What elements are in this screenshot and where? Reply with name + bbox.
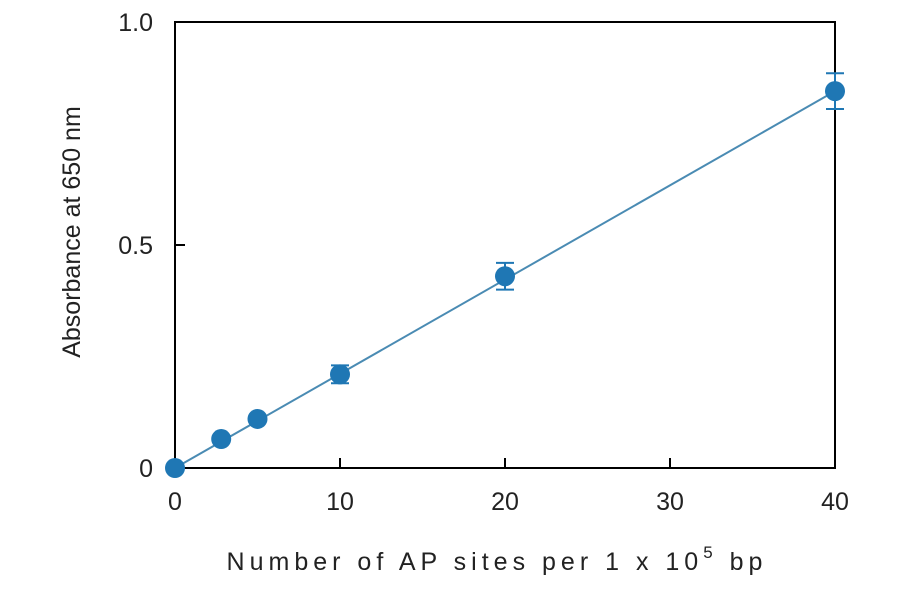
data-point bbox=[330, 364, 350, 385]
data-point bbox=[165, 458, 185, 478]
y-tick-label-0.5: 0.5 bbox=[118, 232, 153, 260]
x-tick-label-40: 40 bbox=[821, 488, 849, 516]
plot-frame bbox=[174, 21, 836, 469]
y-axis-title: Absorbance at 650 nm bbox=[58, 106, 86, 358]
data-point bbox=[495, 266, 515, 287]
plot-frame-group bbox=[174, 21, 836, 469]
x-tick-label-0: 0 bbox=[168, 488, 182, 516]
x-axis-title-suffix: bp bbox=[718, 548, 768, 576]
data-markers bbox=[165, 81, 845, 478]
tick-labels: 0 10 20 30 40 0 0.5 1.0 bbox=[118, 9, 849, 516]
y-tick-label-1.0: 1.0 bbox=[118, 9, 153, 37]
data-point bbox=[211, 429, 232, 450]
x-tick-label-20: 20 bbox=[491, 488, 519, 516]
x-axis-title-superscript: 5 bbox=[703, 543, 717, 562]
x-tick-label-30: 30 bbox=[656, 488, 684, 516]
x-tick-label-10: 10 bbox=[326, 488, 354, 516]
y-tick-label-0: 0 bbox=[139, 455, 153, 483]
data-point bbox=[247, 408, 268, 429]
axis-ticks bbox=[175, 244, 671, 468]
x-axis-title: Number of AP sites per 1 x 105 bp bbox=[227, 543, 768, 576]
data-point bbox=[825, 81, 845, 102]
error-bars bbox=[331, 72, 844, 385]
x-axis-title-main: Number of AP sites per 1 x 10 bbox=[227, 548, 704, 576]
